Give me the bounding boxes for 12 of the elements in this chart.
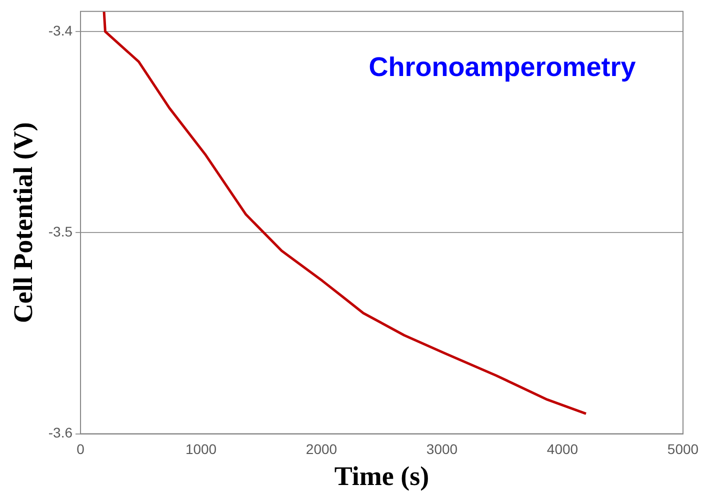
x-tick-label: 1000: [185, 441, 217, 458]
x-tick-label: 2000: [306, 441, 338, 458]
x-tick-label: 0: [76, 441, 85, 458]
y-tick-label: -3.4: [48, 22, 73, 38]
y-tick-label: -3.5: [48, 224, 73, 240]
y-tick-label: -3.6: [48, 424, 73, 441]
x-tick-label: 3000: [426, 441, 458, 458]
x-tick-label: 5000: [667, 441, 699, 458]
text: Chronoamperometry: [368, 52, 636, 82]
x-axis-title: Time (s): [334, 460, 430, 491]
y-axis-title: Cell Potential (V): [8, 122, 38, 324]
x-tick-label: 4000: [546, 441, 578, 458]
